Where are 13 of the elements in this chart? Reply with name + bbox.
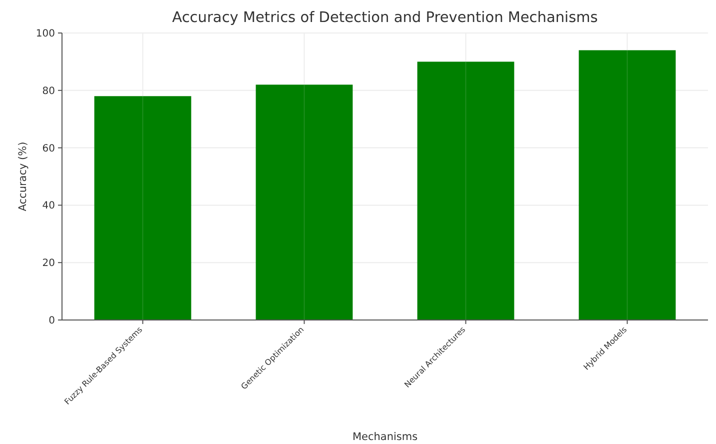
y-tick-label: 40 xyxy=(42,200,55,212)
y-tick-label: 100 xyxy=(36,28,55,40)
x-axis-title: Mechanisms xyxy=(352,431,418,443)
bar xyxy=(94,96,192,320)
y-tick-label: 60 xyxy=(42,143,55,154)
y-tick-label: 80 xyxy=(42,86,55,97)
bar xyxy=(578,50,676,320)
y-axis-title: Accuracy (%) xyxy=(17,142,29,212)
bar xyxy=(417,62,514,320)
bar xyxy=(256,84,353,320)
y-tick-label: 0 xyxy=(48,316,55,326)
chart-title: Accuracy Metrics of Detection and Prevention Mechanisms xyxy=(172,10,598,26)
y-tick-label: 20 xyxy=(42,258,55,270)
